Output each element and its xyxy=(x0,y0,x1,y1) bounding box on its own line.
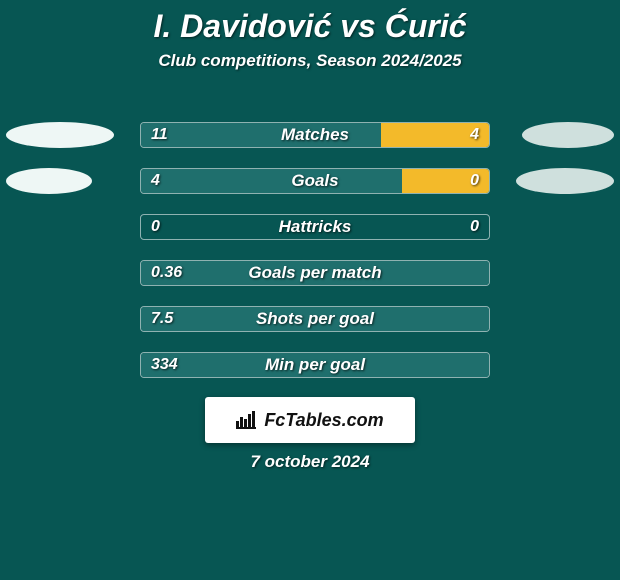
stat-bar: Hattricks0 0 xyxy=(140,214,490,240)
stat-value-left: 0 xyxy=(151,215,160,239)
stat-bar-left xyxy=(141,123,381,147)
source-badge-label: FcTables.com xyxy=(264,410,383,431)
date-label: 7 october 2024 xyxy=(0,452,620,472)
stat-bar: Matches114 xyxy=(140,122,490,148)
stat-bar: Goals40 xyxy=(140,168,490,194)
stat-row: Hattricks0 0 xyxy=(0,212,620,242)
stat-row: Matches114 xyxy=(0,120,620,150)
comparison-card: I. Davidović vs Ćurić Club competitions,… xyxy=(0,0,620,580)
stat-row: Goals40 xyxy=(0,166,620,196)
stat-bar: Shots per goal7.5 xyxy=(140,306,490,332)
stat-row: Shots per goal7.5 xyxy=(0,304,620,334)
stat-rows: Matches114 Goals40 Hattricks0 0 Goals per ma… xyxy=(0,120,620,396)
page-title: I. Davidović vs Ćurić xyxy=(0,0,620,45)
player-left-ellipse xyxy=(6,122,114,148)
stat-value-right: 0 xyxy=(470,215,479,239)
stat-bar: Goals per match0.36 xyxy=(140,260,490,286)
stat-row: Goals per match0.36 xyxy=(0,258,620,288)
stat-bar: Min per goal334 xyxy=(140,352,490,378)
stat-row: Min per goal334 xyxy=(0,350,620,380)
page-subtitle: Club competitions, Season 2024/2025 xyxy=(0,51,620,71)
stat-bar-left xyxy=(141,307,489,331)
stat-label: Hattricks xyxy=(141,215,489,239)
stat-bar-left xyxy=(141,261,489,285)
player-right-ellipse xyxy=(516,168,614,194)
stat-bar-right xyxy=(402,169,489,193)
stat-bar-left xyxy=(141,169,402,193)
source-badge[interactable]: FcTables.com xyxy=(205,397,415,443)
player-left-ellipse xyxy=(6,168,92,194)
player-right-ellipse xyxy=(522,122,614,148)
stat-bar-left xyxy=(141,353,489,377)
bar-chart-icon xyxy=(236,411,258,429)
stat-bar-right xyxy=(381,123,489,147)
